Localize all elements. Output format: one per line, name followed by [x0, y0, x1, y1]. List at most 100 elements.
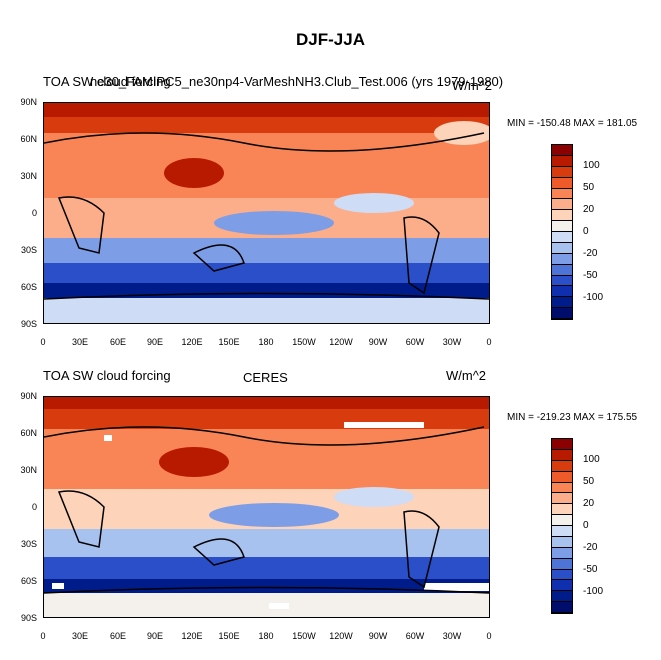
colorbar-label: -50 — [583, 270, 598, 281]
colorbar-label: 0 — [583, 226, 589, 237]
panel1-colorbar — [551, 144, 573, 320]
panel1-x-tick: 120W — [329, 337, 353, 347]
colorbar-swatch — [552, 471, 572, 483]
colorbar-swatch — [552, 275, 572, 287]
colorbar-swatch — [552, 591, 572, 603]
colorbar-swatch — [552, 242, 572, 254]
panel1-y-tick: 30N — [20, 171, 37, 181]
panel1-x-tick: 180 — [258, 337, 274, 347]
panel2-x-tick: 30W — [442, 631, 462, 641]
panel1-minmax: MIN = -150.48 MAX = 181.05 — [507, 118, 638, 129]
colorbar-swatch — [552, 482, 572, 494]
panel2-y-tick: 0 — [31, 502, 37, 512]
colorbar-label: -100 — [583, 292, 604, 303]
panel1-y-tick: 90N — [20, 97, 37, 107]
panel1-y-tick: 60N — [20, 134, 37, 144]
panel2-x-tick: 90E — [146, 631, 164, 641]
panel2-x-tick: 30E — [71, 631, 89, 641]
panel2-x-tick: 150W — [292, 631, 316, 641]
colorbar-swatch — [552, 166, 572, 178]
panel1-y-tick: 60S — [20, 282, 37, 292]
panel2-x-tick: 60E — [109, 631, 127, 641]
panel1-x-tick: 60E — [109, 337, 127, 347]
colorbar-label: -50 — [583, 564, 598, 575]
panel2-y-tick: 30S — [20, 539, 37, 549]
colorbar-label: 50 — [583, 476, 595, 487]
colorbar-swatch — [552, 460, 572, 472]
colorbar-swatch — [552, 264, 572, 276]
panel2-map — [43, 396, 490, 618]
colorbar-swatch — [552, 188, 572, 200]
colorbar-label: 100 — [583, 454, 600, 465]
panel1-y-tick: 90S — [20, 319, 37, 329]
colorbar-swatch — [552, 536, 572, 548]
colorbar-swatch — [552, 308, 572, 319]
colorbar-swatches — [552, 439, 572, 613]
panel2-x-tick: 180 — [258, 631, 274, 641]
colorbar-swatch — [552, 602, 572, 613]
panel1-center-title: ne30_FAMIPC5_ne30np4-VarMeshNH3.Club_Tes… — [90, 74, 504, 89]
colorbar-swatch — [552, 526, 572, 537]
colorbar-swatch — [552, 199, 572, 211]
colorbar-label: -20 — [583, 542, 598, 553]
panel2-colorbar — [551, 438, 573, 614]
colorbar-swatch — [552, 439, 572, 450]
colorbar-label: -100 — [583, 586, 604, 597]
panel1-x-tick: 90W — [368, 337, 388, 347]
colorbar-swatch — [552, 253, 572, 265]
panel2-field-svg — [44, 397, 489, 617]
panel2-x-tick: 150E — [218, 631, 240, 641]
colorbar-swatch — [552, 155, 572, 167]
panel2-y-tick: 60S — [20, 576, 37, 586]
colorbar-swatch — [552, 493, 572, 505]
colorbar-swatch — [552, 210, 572, 222]
colorbar-swatch — [552, 286, 572, 298]
colorbar-label: 20 — [583, 498, 595, 509]
panel1-x-tick: 90E — [146, 337, 164, 347]
colorbar-swatch — [552, 515, 572, 526]
panel2-center-title: CERES — [243, 370, 288, 385]
colorbar-swatch — [552, 145, 572, 156]
colorbar-swatch — [552, 580, 572, 592]
colorbar-label: -20 — [583, 248, 598, 259]
colorbar-swatch — [552, 177, 572, 189]
panel1-left-title: TOA SW cloud forcing — [43, 74, 171, 89]
panel2-x-tick: 120W — [329, 631, 353, 641]
panel1-y-tick: 0 — [31, 208, 37, 218]
panel2-y-tick: 90S — [20, 613, 37, 623]
panel1-x-tick: 30E — [71, 337, 89, 347]
panel1-x-tick: 60W — [405, 337, 425, 347]
colorbar-swatch — [552, 449, 572, 461]
panel2-y-tick: 60N — [20, 428, 37, 438]
colorbar-label: 100 — [583, 160, 600, 171]
panel1-x-tick: 150E — [218, 337, 240, 347]
panel1-x-tick: 0 — [486, 337, 492, 347]
panel2-x-tick: 120E — [181, 631, 203, 641]
colorbar-swatch — [552, 569, 572, 581]
panel1-right-title: W/m^2 — [452, 78, 493, 93]
panel2-y-tick: 30N — [20, 465, 37, 475]
panel2-x-tick: 90W — [368, 631, 388, 641]
colorbar-swatch — [552, 232, 572, 243]
panel2-right-title: W/m^2 — [446, 368, 487, 383]
panel2-x-tick: 60W — [405, 631, 425, 641]
panel1-map — [43, 102, 490, 324]
panel1-x-tick: 150W — [292, 337, 316, 347]
colorbar-swatch — [552, 504, 572, 516]
panel1-x-tick: 30W — [442, 337, 462, 347]
panel1-y-tick: 30S — [20, 245, 37, 255]
colorbar-label: 0 — [583, 520, 589, 531]
colorbar-swatch — [552, 547, 572, 559]
colorbar-label: 20 — [583, 204, 595, 215]
colorbar-swatch — [552, 297, 572, 309]
colorbar-swatches — [552, 145, 572, 319]
colorbar-swatch — [552, 221, 572, 232]
colorbar-swatch — [552, 558, 572, 570]
panel1-field-svg — [44, 103, 489, 323]
panel2-left-title: TOA SW cloud forcing — [43, 368, 171, 383]
figure-title: DJF-JJA — [296, 30, 365, 49]
panel1-x-tick: 120E — [181, 337, 203, 347]
panel2-x-tick: 0 — [40, 631, 46, 641]
panel2-y-tick: 90N — [20, 391, 37, 401]
panel2-x-tick: 0 — [486, 631, 492, 641]
